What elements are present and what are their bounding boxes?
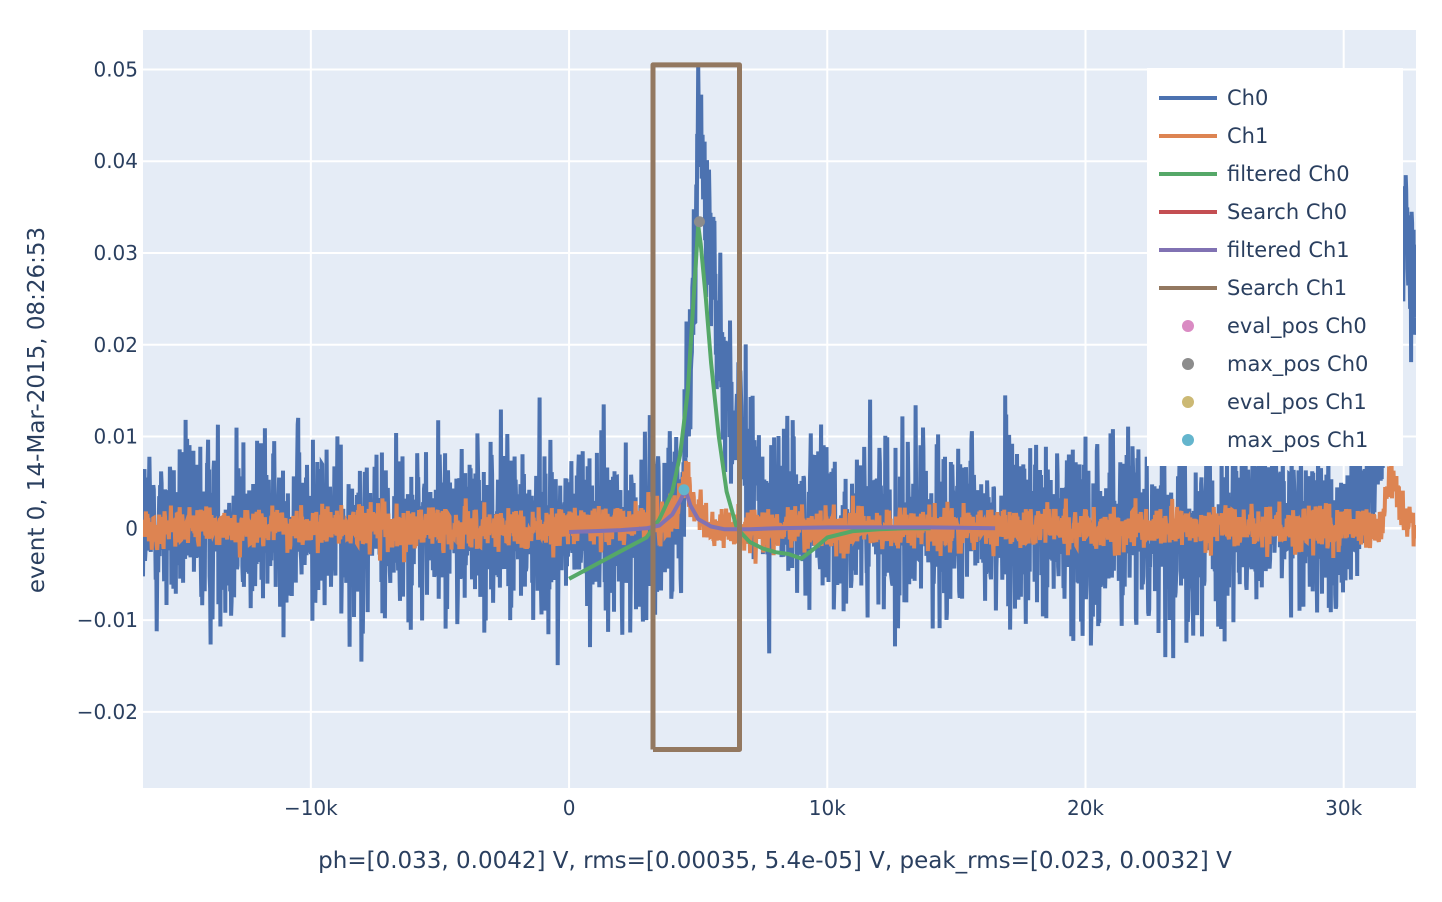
legend-marker-swatch bbox=[1182, 396, 1194, 408]
legend-item[interactable]: eval_pos Ch1 bbox=[1182, 390, 1367, 415]
legend-item[interactable]: filtered Ch0 bbox=[1159, 162, 1350, 186]
legend-label: filtered Ch0 bbox=[1227, 162, 1350, 186]
ch1-trace bbox=[143, 456, 1416, 564]
y-axis-title: event 0, 14-Mar-2015, 08:26:53 bbox=[24, 227, 50, 593]
legend-label: max_pos Ch1 bbox=[1227, 428, 1368, 453]
x-axis-title: ph=[0.033, 0.0042] V, rms=[0.00035, 5.4e… bbox=[318, 848, 1232, 874]
legend-label: eval_pos Ch1 bbox=[1227, 390, 1367, 415]
filtered-ch0-line bbox=[568, 223, 931, 581]
y-tick-label: −0.02 bbox=[77, 700, 138, 724]
x-tick-label: 10k bbox=[809, 796, 846, 820]
y-tick-label: 0.05 bbox=[93, 57, 138, 81]
y-tick-label: 0.04 bbox=[93, 149, 138, 173]
legend-item[interactable]: Search Ch1 bbox=[1159, 276, 1347, 300]
legend-item[interactable]: Search Ch0 bbox=[1159, 200, 1347, 224]
filtered-ch1-line bbox=[569, 487, 996, 534]
y-tick-label: 0.01 bbox=[93, 425, 138, 449]
y-tick-label: 0.03 bbox=[93, 241, 138, 265]
legend-label: eval_pos Ch0 bbox=[1227, 314, 1367, 339]
y-axis-ticks: −0.02 −0.01 0 0.01 0.02 0.03 0.04 0.05 bbox=[77, 57, 138, 723]
y-tick-label: 0 bbox=[125, 516, 138, 540]
y-tick-label: 0.02 bbox=[93, 333, 138, 357]
max-pos-ch1-marker bbox=[678, 484, 690, 496]
x-tick-label: 30k bbox=[1325, 796, 1362, 820]
legend-item[interactable]: eval_pos Ch0 bbox=[1182, 314, 1367, 339]
x-axis-ticks: −10k 0 10k 20k 30k bbox=[284, 796, 1363, 820]
legend-item[interactable]: max_pos Ch0 bbox=[1182, 352, 1368, 377]
max-pos-ch0-marker bbox=[693, 216, 705, 228]
legend-label: filtered Ch1 bbox=[1227, 238, 1350, 262]
legend-label: Search Ch1 bbox=[1227, 276, 1347, 300]
x-tick-label: −10k bbox=[284, 796, 338, 820]
legend-item[interactable]: filtered Ch1 bbox=[1159, 238, 1350, 262]
legend-marker-swatch bbox=[1182, 358, 1194, 370]
legend-item[interactable]: Ch0 bbox=[1159, 86, 1268, 110]
legend-item[interactable]: max_pos Ch1 bbox=[1182, 428, 1368, 453]
legend-label: Ch0 bbox=[1227, 86, 1268, 110]
legend-item[interactable]: Ch1 bbox=[1159, 124, 1268, 148]
x-tick-label: 0 bbox=[563, 796, 576, 820]
legend-label: Ch1 bbox=[1227, 124, 1268, 148]
legend-label: Search Ch0 bbox=[1227, 200, 1347, 224]
search-ch1-box bbox=[650, 62, 742, 752]
legend-label: max_pos Ch0 bbox=[1227, 352, 1368, 377]
legend-marker-swatch bbox=[1182, 434, 1194, 446]
plot-data bbox=[143, 62, 1416, 752]
legend[interactable]: Ch0 Ch1 filtered Ch0 Search Ch0 filtered Ch1… bbox=[1147, 68, 1403, 466]
ch0-trace bbox=[143, 64, 1416, 666]
x-tick-label: 20k bbox=[1067, 796, 1104, 820]
legend-marker-swatch bbox=[1182, 320, 1194, 332]
y-tick-label: −0.01 bbox=[77, 608, 138, 632]
